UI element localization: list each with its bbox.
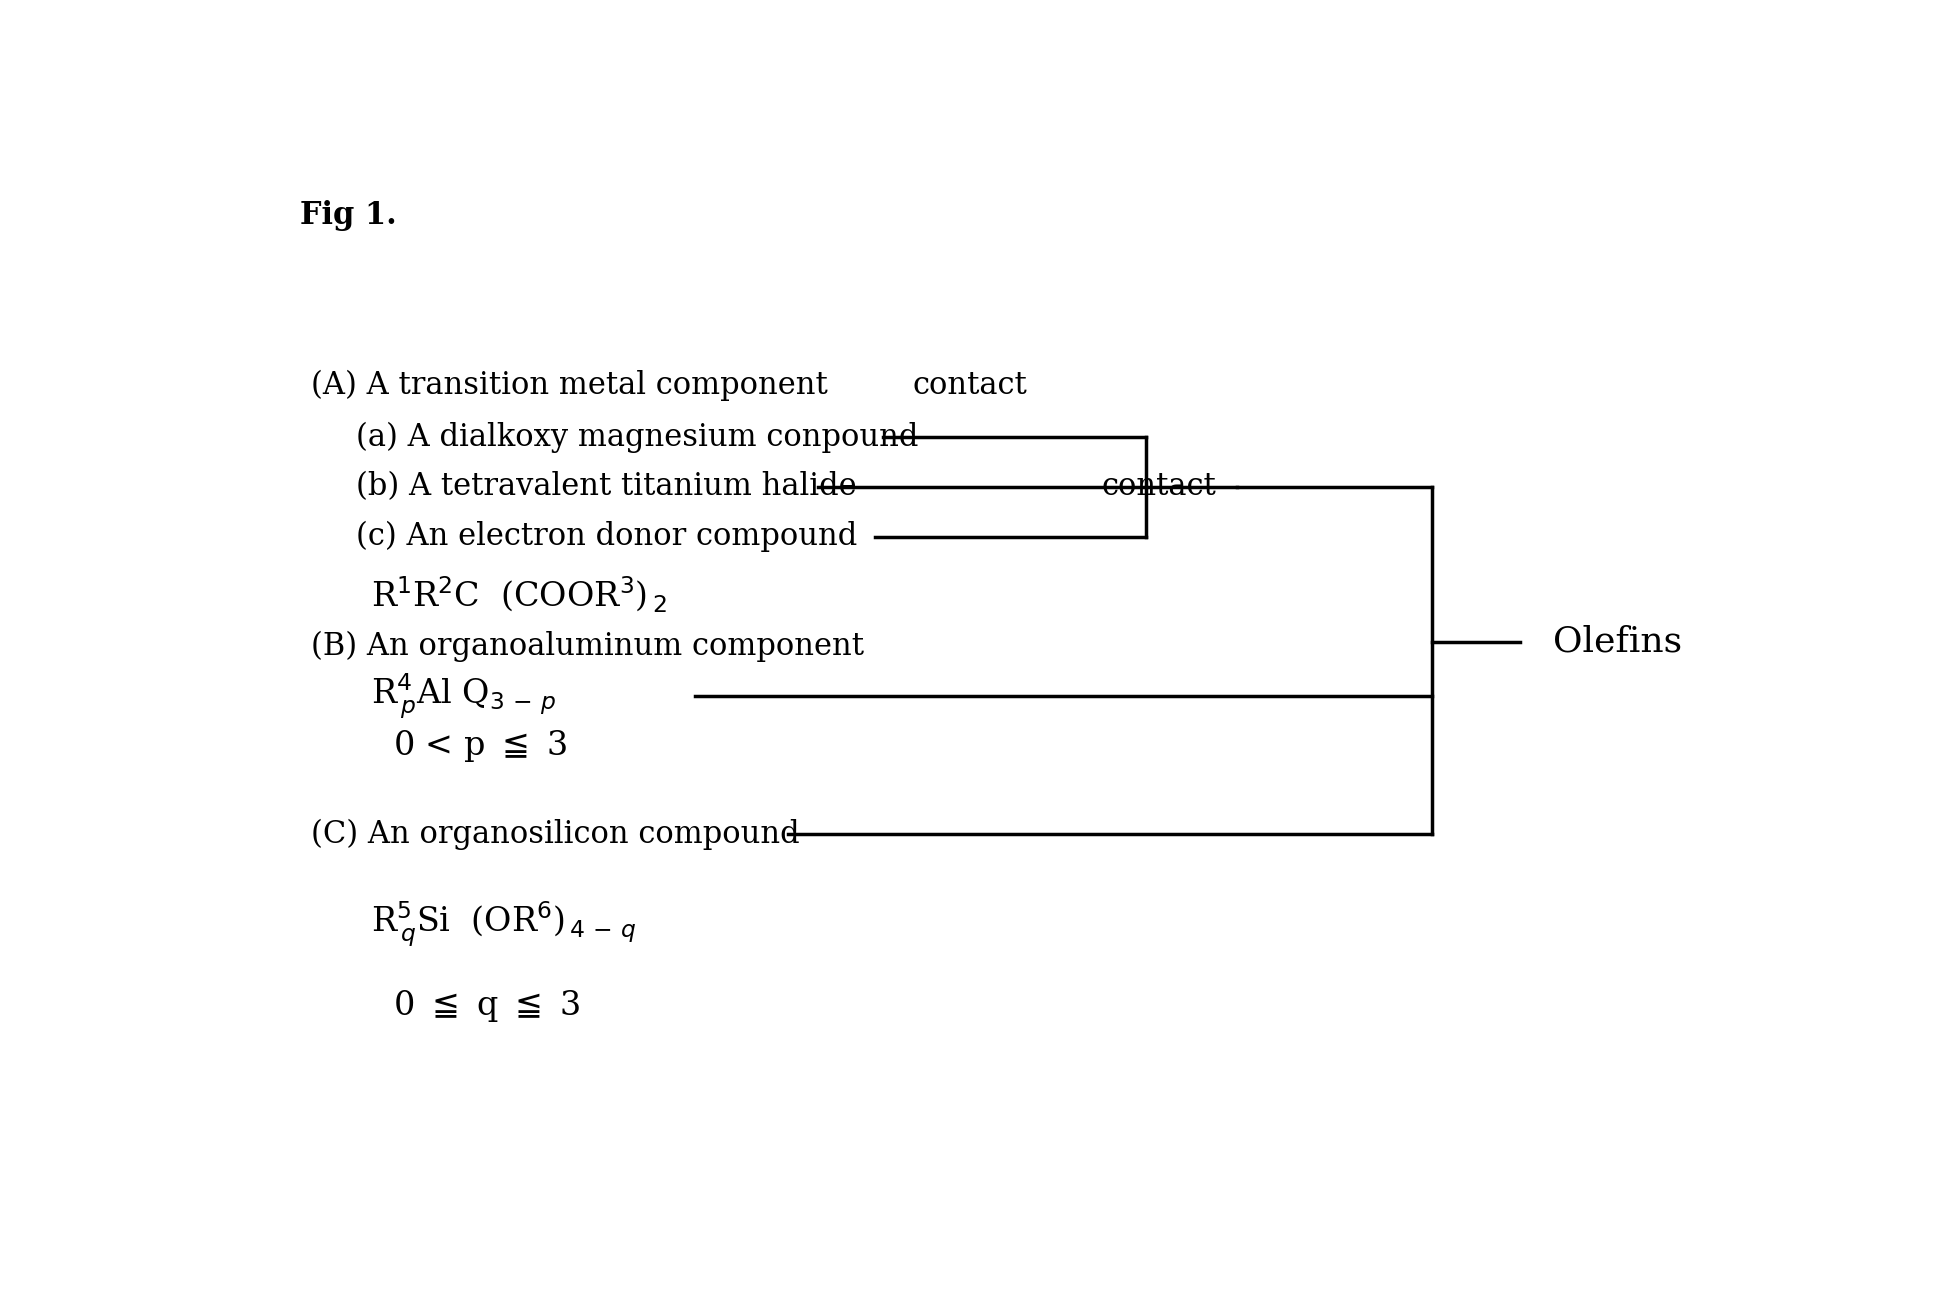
Text: (a) A dialkoxy magnesium conpound: (a) A dialkoxy magnesium conpound: [356, 421, 919, 452]
Text: (c) An electron donor compound: (c) An electron donor compound: [356, 521, 857, 552]
Text: contact: contact: [913, 369, 1028, 400]
Text: contact: contact: [1102, 472, 1216, 503]
Text: 0 < p $\leqq$ 3: 0 < p $\leqq$ 3: [392, 728, 567, 765]
Text: (C) An organosilicon compound: (C) An organosilicon compound: [311, 819, 799, 850]
Text: R$^1$R$^2$C  (COOR$^3$)$_{\,2}$: R$^1$R$^2$C (COOR$^3$)$_{\,2}$: [371, 574, 666, 614]
Text: 0 $\leqq$ q $\leqq$ 3: 0 $\leqq$ q $\leqq$ 3: [392, 988, 581, 1024]
Text: (b) A tetravalent titanium halide: (b) A tetravalent titanium halide: [356, 472, 857, 503]
Text: R$^4_{\,p}$Al Q$_{3\,-\,p}$: R$^4_{\,p}$Al Q$_{3\,-\,p}$: [371, 671, 556, 721]
Text: R$^5_{\,q}$Si  (OR$^6$)$_{\,4\,-\,q}$: R$^5_{\,q}$Si (OR$^6$)$_{\,4\,-\,q}$: [371, 899, 637, 949]
Text: (B) An organoaluminum component: (B) An organoaluminum component: [311, 631, 863, 662]
Text: Olefins: Olefins: [1552, 625, 1683, 658]
Text: (A) A transition metal component: (A) A transition metal component: [311, 369, 828, 400]
Text: Fig 1.: Fig 1.: [299, 201, 396, 232]
